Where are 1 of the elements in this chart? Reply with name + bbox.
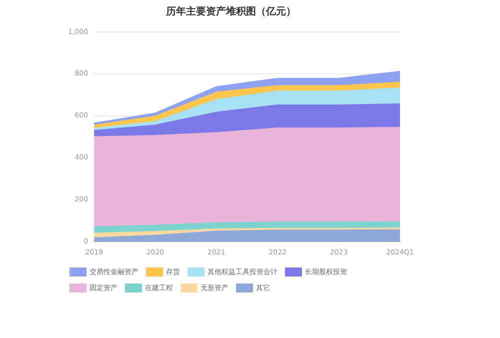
chart-title: 历年主要资产堆积图（亿元） bbox=[165, 6, 296, 18]
